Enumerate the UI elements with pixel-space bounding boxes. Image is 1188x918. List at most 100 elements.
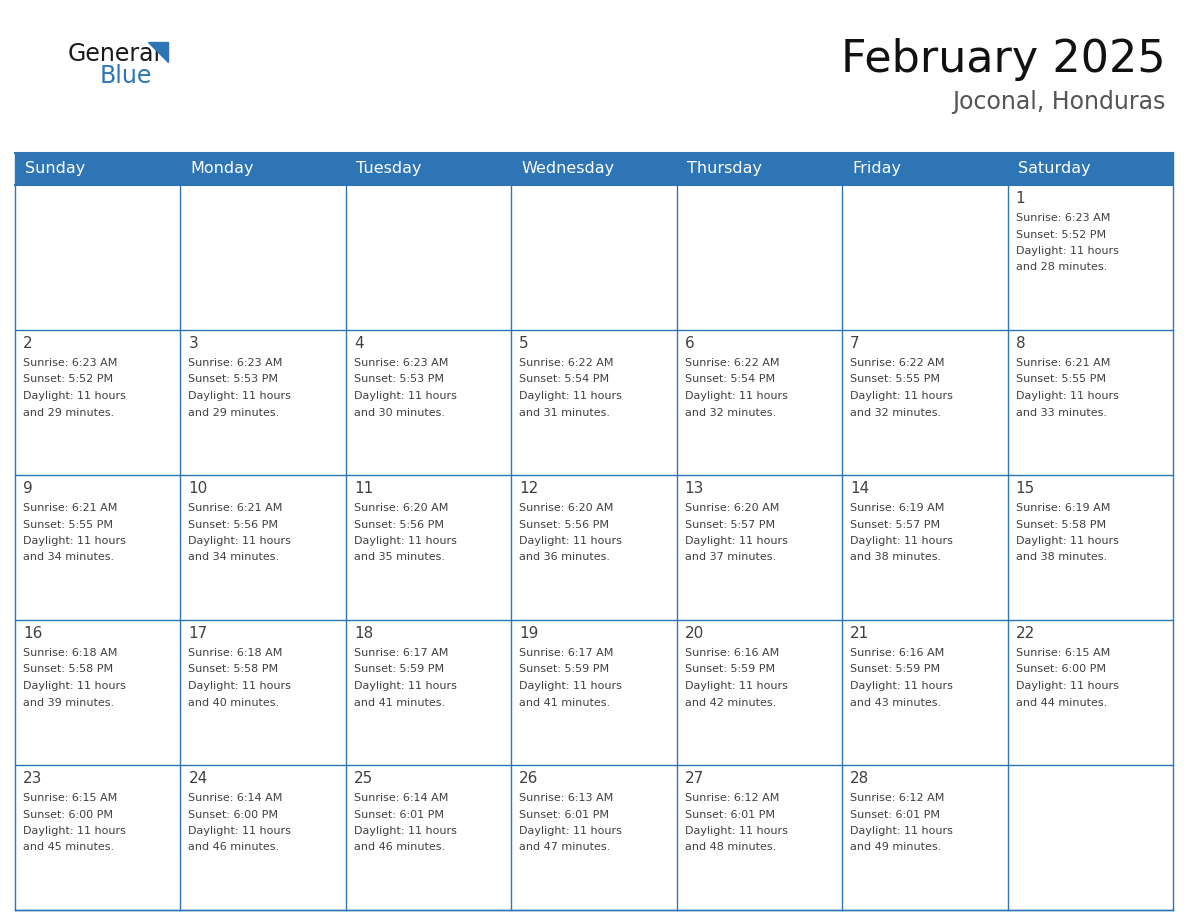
Text: Sunrise: 6:14 AM: Sunrise: 6:14 AM <box>189 793 283 803</box>
Text: General: General <box>68 42 162 66</box>
Text: Wednesday: Wednesday <box>522 162 614 176</box>
Text: and 41 minutes.: and 41 minutes. <box>354 698 446 708</box>
Text: Daylight: 11 hours: Daylight: 11 hours <box>1016 391 1118 401</box>
Text: 24: 24 <box>189 771 208 786</box>
Text: 7: 7 <box>851 336 860 351</box>
Text: and 37 minutes.: and 37 minutes. <box>684 553 776 563</box>
Text: 5: 5 <box>519 336 529 351</box>
Text: Daylight: 11 hours: Daylight: 11 hours <box>684 536 788 546</box>
Text: Joconal, Honduras: Joconal, Honduras <box>953 90 1165 114</box>
Text: Sunrise: 6:19 AM: Sunrise: 6:19 AM <box>1016 503 1110 513</box>
Text: Sunrise: 6:22 AM: Sunrise: 6:22 AM <box>519 358 614 368</box>
Text: and 43 minutes.: and 43 minutes. <box>851 698 941 708</box>
Text: and 38 minutes.: and 38 minutes. <box>1016 553 1107 563</box>
Text: Daylight: 11 hours: Daylight: 11 hours <box>1016 536 1118 546</box>
Text: 26: 26 <box>519 771 538 786</box>
Text: Sunset: 5:53 PM: Sunset: 5:53 PM <box>354 375 444 385</box>
Text: 11: 11 <box>354 481 373 496</box>
Text: 22: 22 <box>1016 626 1035 641</box>
Text: and 48 minutes.: and 48 minutes. <box>684 843 776 853</box>
Text: 15: 15 <box>1016 481 1035 496</box>
Text: Sunrise: 6:17 AM: Sunrise: 6:17 AM <box>354 648 448 658</box>
Text: Sunset: 5:54 PM: Sunset: 5:54 PM <box>684 375 775 385</box>
Text: Sunset: 5:57 PM: Sunset: 5:57 PM <box>684 520 775 530</box>
Text: Blue: Blue <box>100 64 152 88</box>
Text: Sunset: 6:00 PM: Sunset: 6:00 PM <box>1016 665 1106 675</box>
Text: Sunset: 5:58 PM: Sunset: 5:58 PM <box>1016 520 1106 530</box>
Text: and 33 minutes.: and 33 minutes. <box>1016 408 1106 418</box>
Text: Sunset: 5:52 PM: Sunset: 5:52 PM <box>23 375 113 385</box>
Text: Daylight: 11 hours: Daylight: 11 hours <box>23 391 126 401</box>
Text: and 46 minutes.: and 46 minutes. <box>189 843 279 853</box>
Text: Daylight: 11 hours: Daylight: 11 hours <box>189 681 291 691</box>
Text: Sunrise: 6:16 AM: Sunrise: 6:16 AM <box>851 648 944 658</box>
Text: Daylight: 11 hours: Daylight: 11 hours <box>1016 246 1118 256</box>
Text: Daylight: 11 hours: Daylight: 11 hours <box>354 681 456 691</box>
Text: and 40 minutes.: and 40 minutes. <box>189 698 279 708</box>
Bar <box>15 185 1173 910</box>
Text: Sunset: 5:59 PM: Sunset: 5:59 PM <box>684 665 775 675</box>
Text: Sunrise: 6:21 AM: Sunrise: 6:21 AM <box>189 503 283 513</box>
Text: 4: 4 <box>354 336 364 351</box>
Text: Sunrise: 6:21 AM: Sunrise: 6:21 AM <box>1016 358 1110 368</box>
Text: Daylight: 11 hours: Daylight: 11 hours <box>519 391 623 401</box>
Text: 14: 14 <box>851 481 870 496</box>
Text: Sunrise: 6:22 AM: Sunrise: 6:22 AM <box>851 358 944 368</box>
Text: Sunrise: 6:21 AM: Sunrise: 6:21 AM <box>23 503 118 513</box>
Polygon shape <box>148 42 168 62</box>
Text: Sunset: 5:59 PM: Sunset: 5:59 PM <box>354 665 444 675</box>
Text: Daylight: 11 hours: Daylight: 11 hours <box>354 391 456 401</box>
Text: and 36 minutes.: and 36 minutes. <box>519 553 611 563</box>
Text: Daylight: 11 hours: Daylight: 11 hours <box>851 536 953 546</box>
Text: and 28 minutes.: and 28 minutes. <box>1016 263 1107 273</box>
Text: and 38 minutes.: and 38 minutes. <box>851 553 941 563</box>
Text: Sunset: 5:55 PM: Sunset: 5:55 PM <box>1016 375 1106 385</box>
Text: Sunrise: 6:14 AM: Sunrise: 6:14 AM <box>354 793 448 803</box>
Text: Sunrise: 6:12 AM: Sunrise: 6:12 AM <box>851 793 944 803</box>
Text: Daylight: 11 hours: Daylight: 11 hours <box>684 826 788 836</box>
Text: and 34 minutes.: and 34 minutes. <box>23 553 114 563</box>
Text: 27: 27 <box>684 771 704 786</box>
Text: Daylight: 11 hours: Daylight: 11 hours <box>851 391 953 401</box>
Text: Sunrise: 6:18 AM: Sunrise: 6:18 AM <box>23 648 118 658</box>
Text: and 46 minutes.: and 46 minutes. <box>354 843 446 853</box>
Text: Sunset: 5:59 PM: Sunset: 5:59 PM <box>851 665 940 675</box>
Text: February 2025: February 2025 <box>841 38 1165 81</box>
Text: Thursday: Thursday <box>687 162 762 176</box>
Text: Daylight: 11 hours: Daylight: 11 hours <box>189 826 291 836</box>
Text: and 32 minutes.: and 32 minutes. <box>684 408 776 418</box>
Text: 19: 19 <box>519 626 538 641</box>
Text: and 45 minutes.: and 45 minutes. <box>23 843 114 853</box>
Text: 21: 21 <box>851 626 870 641</box>
Text: Saturday: Saturday <box>1018 162 1091 176</box>
Text: Sunset: 6:01 PM: Sunset: 6:01 PM <box>684 810 775 820</box>
Text: Daylight: 11 hours: Daylight: 11 hours <box>851 681 953 691</box>
Text: 20: 20 <box>684 626 704 641</box>
Text: and 30 minutes.: and 30 minutes. <box>354 408 444 418</box>
Text: 28: 28 <box>851 771 870 786</box>
Text: Sunrise: 6:23 AM: Sunrise: 6:23 AM <box>1016 213 1110 223</box>
Text: Sunrise: 6:23 AM: Sunrise: 6:23 AM <box>23 358 118 368</box>
Text: Sunday: Sunday <box>25 162 86 176</box>
Text: 3: 3 <box>189 336 198 351</box>
Text: Sunrise: 6:23 AM: Sunrise: 6:23 AM <box>354 358 448 368</box>
Text: Sunrise: 6:22 AM: Sunrise: 6:22 AM <box>684 358 779 368</box>
Text: Daylight: 11 hours: Daylight: 11 hours <box>684 681 788 691</box>
Text: Daylight: 11 hours: Daylight: 11 hours <box>519 536 623 546</box>
Text: and 35 minutes.: and 35 minutes. <box>354 553 444 563</box>
Text: Sunset: 5:53 PM: Sunset: 5:53 PM <box>189 375 278 385</box>
Text: Daylight: 11 hours: Daylight: 11 hours <box>189 536 291 546</box>
Text: Sunrise: 6:20 AM: Sunrise: 6:20 AM <box>354 503 448 513</box>
Text: Daylight: 11 hours: Daylight: 11 hours <box>189 391 291 401</box>
Text: Sunset: 5:55 PM: Sunset: 5:55 PM <box>851 375 940 385</box>
Text: Sunset: 6:00 PM: Sunset: 6:00 PM <box>189 810 278 820</box>
Text: Daylight: 11 hours: Daylight: 11 hours <box>519 826 623 836</box>
Text: Sunset: 5:55 PM: Sunset: 5:55 PM <box>23 520 113 530</box>
Text: Daylight: 11 hours: Daylight: 11 hours <box>23 681 126 691</box>
Text: Sunrise: 6:19 AM: Sunrise: 6:19 AM <box>851 503 944 513</box>
Text: Daylight: 11 hours: Daylight: 11 hours <box>354 536 456 546</box>
Text: and 39 minutes.: and 39 minutes. <box>23 698 114 708</box>
Text: Sunrise: 6:15 AM: Sunrise: 6:15 AM <box>1016 648 1110 658</box>
Text: and 29 minutes.: and 29 minutes. <box>23 408 114 418</box>
Text: Sunset: 5:56 PM: Sunset: 5:56 PM <box>354 520 444 530</box>
